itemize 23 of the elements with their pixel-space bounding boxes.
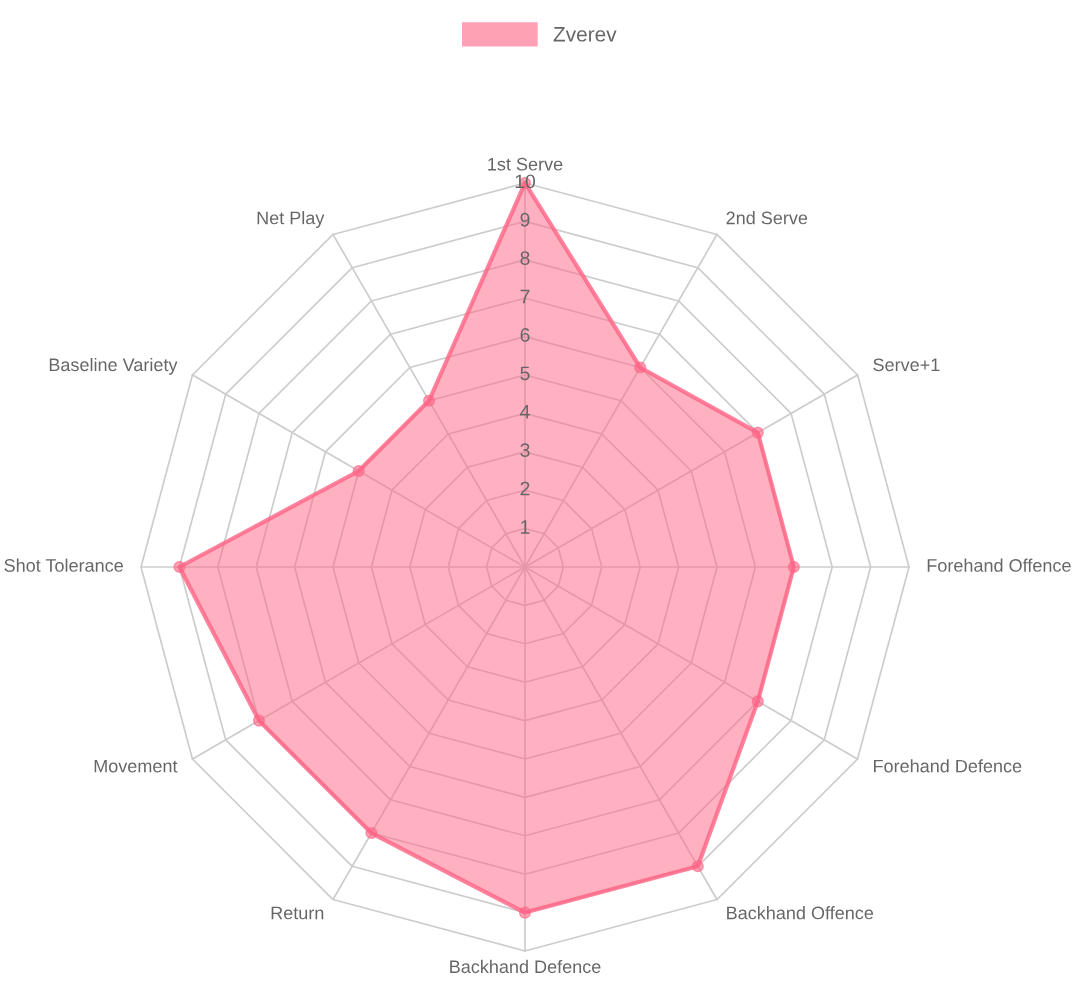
y-tick-label: 7	[520, 289, 530, 304]
spoke-label: Net Play	[257, 211, 325, 228]
spoke-label: 2nd Serve	[726, 211, 808, 225]
spoke-label: Backhand Offence	[727, 906, 874, 920]
y-tick-label: 6	[520, 328, 530, 342]
spoke-label: Shot Tolerance	[4, 558, 123, 572]
spoke-label: Baseline Variety	[49, 357, 178, 375]
spoke-label: 1st Serve	[488, 157, 563, 171]
y-tick-label: 5	[520, 366, 530, 381]
spoke-label: Movement	[94, 759, 178, 773]
y-tick-label: 4	[520, 405, 530, 419]
spoke-label: Forehand Defence	[874, 759, 1022, 773]
legend-label: Zverev	[553, 27, 617, 42]
spoke-label: Return	[271, 906, 324, 920]
spoke-label: Backhand Defence	[450, 959, 601, 974]
y-tick-label: 3	[520, 443, 530, 458]
y-tick-label: 10	[515, 174, 536, 189]
spoke-label: Forehand Offence	[927, 558, 1071, 572]
spoke-label: Serve+1	[873, 358, 940, 372]
y-tick-label: 8	[520, 251, 530, 266]
y-tick-label: 2	[520, 481, 530, 496]
y-tick-label: 9	[520, 212, 530, 227]
y-tick-label: 1	[521, 520, 530, 534]
